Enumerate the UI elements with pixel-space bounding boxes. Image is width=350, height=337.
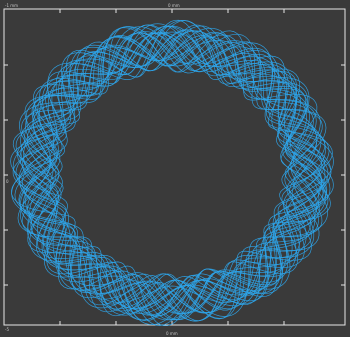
trace-loop bbox=[10, 20, 334, 326]
top-axis-left-label: -1 mm bbox=[5, 3, 18, 8]
plot-frame bbox=[3, 8, 346, 326]
bottom-axis-left-label: -5 bbox=[5, 327, 9, 332]
trace-loop bbox=[14, 24, 330, 322]
trace-loop bbox=[19, 25, 326, 310]
trace-loop bbox=[22, 32, 322, 314]
left-axis-mid-label: 0 bbox=[6, 179, 9, 184]
top-axis-center-label: 0 mm bbox=[168, 3, 180, 8]
trace-loop bbox=[17, 27, 327, 319]
trace-loop bbox=[26, 36, 318, 310]
trace-loop bbox=[25, 26, 332, 321]
bottom-axis-center-label: 0 mm bbox=[166, 331, 178, 336]
trace-loop bbox=[18, 32, 320, 317]
trace-loop bbox=[11, 26, 331, 327]
trace-loop bbox=[19, 29, 325, 317]
trace-loop bbox=[18, 32, 327, 321]
trace-loop bbox=[25, 34, 319, 312]
trace-loop bbox=[12, 24, 323, 322]
trace-loop bbox=[12, 19, 333, 320]
trace-loop bbox=[15, 25, 329, 321]
trace-loop bbox=[29, 32, 322, 309]
trace-loop bbox=[11, 20, 328, 317]
lissajous-trace bbox=[10, 19, 334, 327]
axis-ticks bbox=[4, 9, 345, 325]
